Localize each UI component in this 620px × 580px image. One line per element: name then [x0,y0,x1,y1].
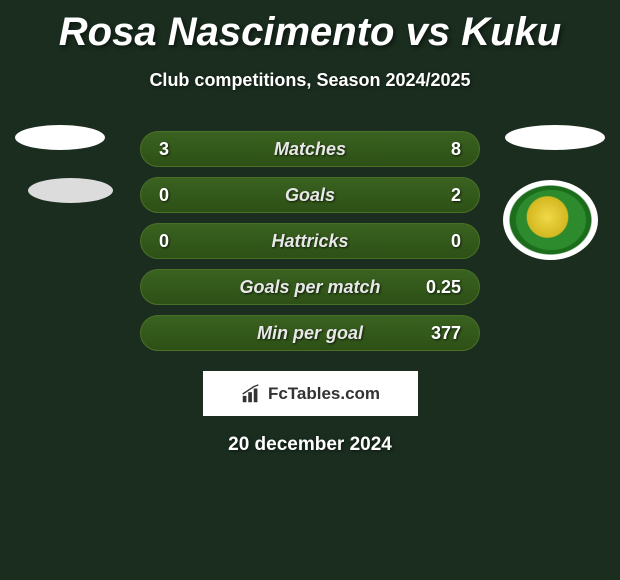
team-logo-right-1 [505,125,605,150]
stat-label: Matches [274,139,346,160]
stat-value-right: 0.25 [421,277,461,298]
attribution-text: FcTables.com [268,384,380,404]
stat-label: Goals [285,185,335,206]
team-logo-left-2 [28,178,113,203]
stat-value-left: 0 [159,231,199,252]
stat-value-left: 0 [159,185,199,206]
stat-label: Goals per match [239,277,380,298]
stat-row-goals: 0 Goals 2 [140,177,480,213]
attribution-box: FcTables.com [203,371,418,416]
team-logo-left-1 [15,125,105,150]
club-badge-inner [516,190,586,250]
stat-row-goals-per-match: Goals per match 0.25 [140,269,480,305]
club-badge-right [503,180,598,260]
stat-row-hattricks: 0 Hattricks 0 [140,223,480,259]
stat-value-right: 2 [421,185,461,206]
stat-row-matches: 3 Matches 8 [140,131,480,167]
stat-row-min-per-goal: Min per goal 377 [140,315,480,351]
stat-value-right: 8 [421,139,461,160]
stat-value-right: 377 [421,323,461,344]
date-text: 20 december 2024 [0,434,620,456]
stat-label: Hattricks [271,231,348,252]
stat-value-right: 0 [421,231,461,252]
stat-value-left: 3 [159,139,199,160]
stat-label: Min per goal [257,323,363,344]
comparison-subtitle: Club competitions, Season 2024/2025 [0,70,620,91]
comparison-title: Rosa Nascimento vs Kuku [0,0,620,55]
chart-icon [240,383,262,405]
